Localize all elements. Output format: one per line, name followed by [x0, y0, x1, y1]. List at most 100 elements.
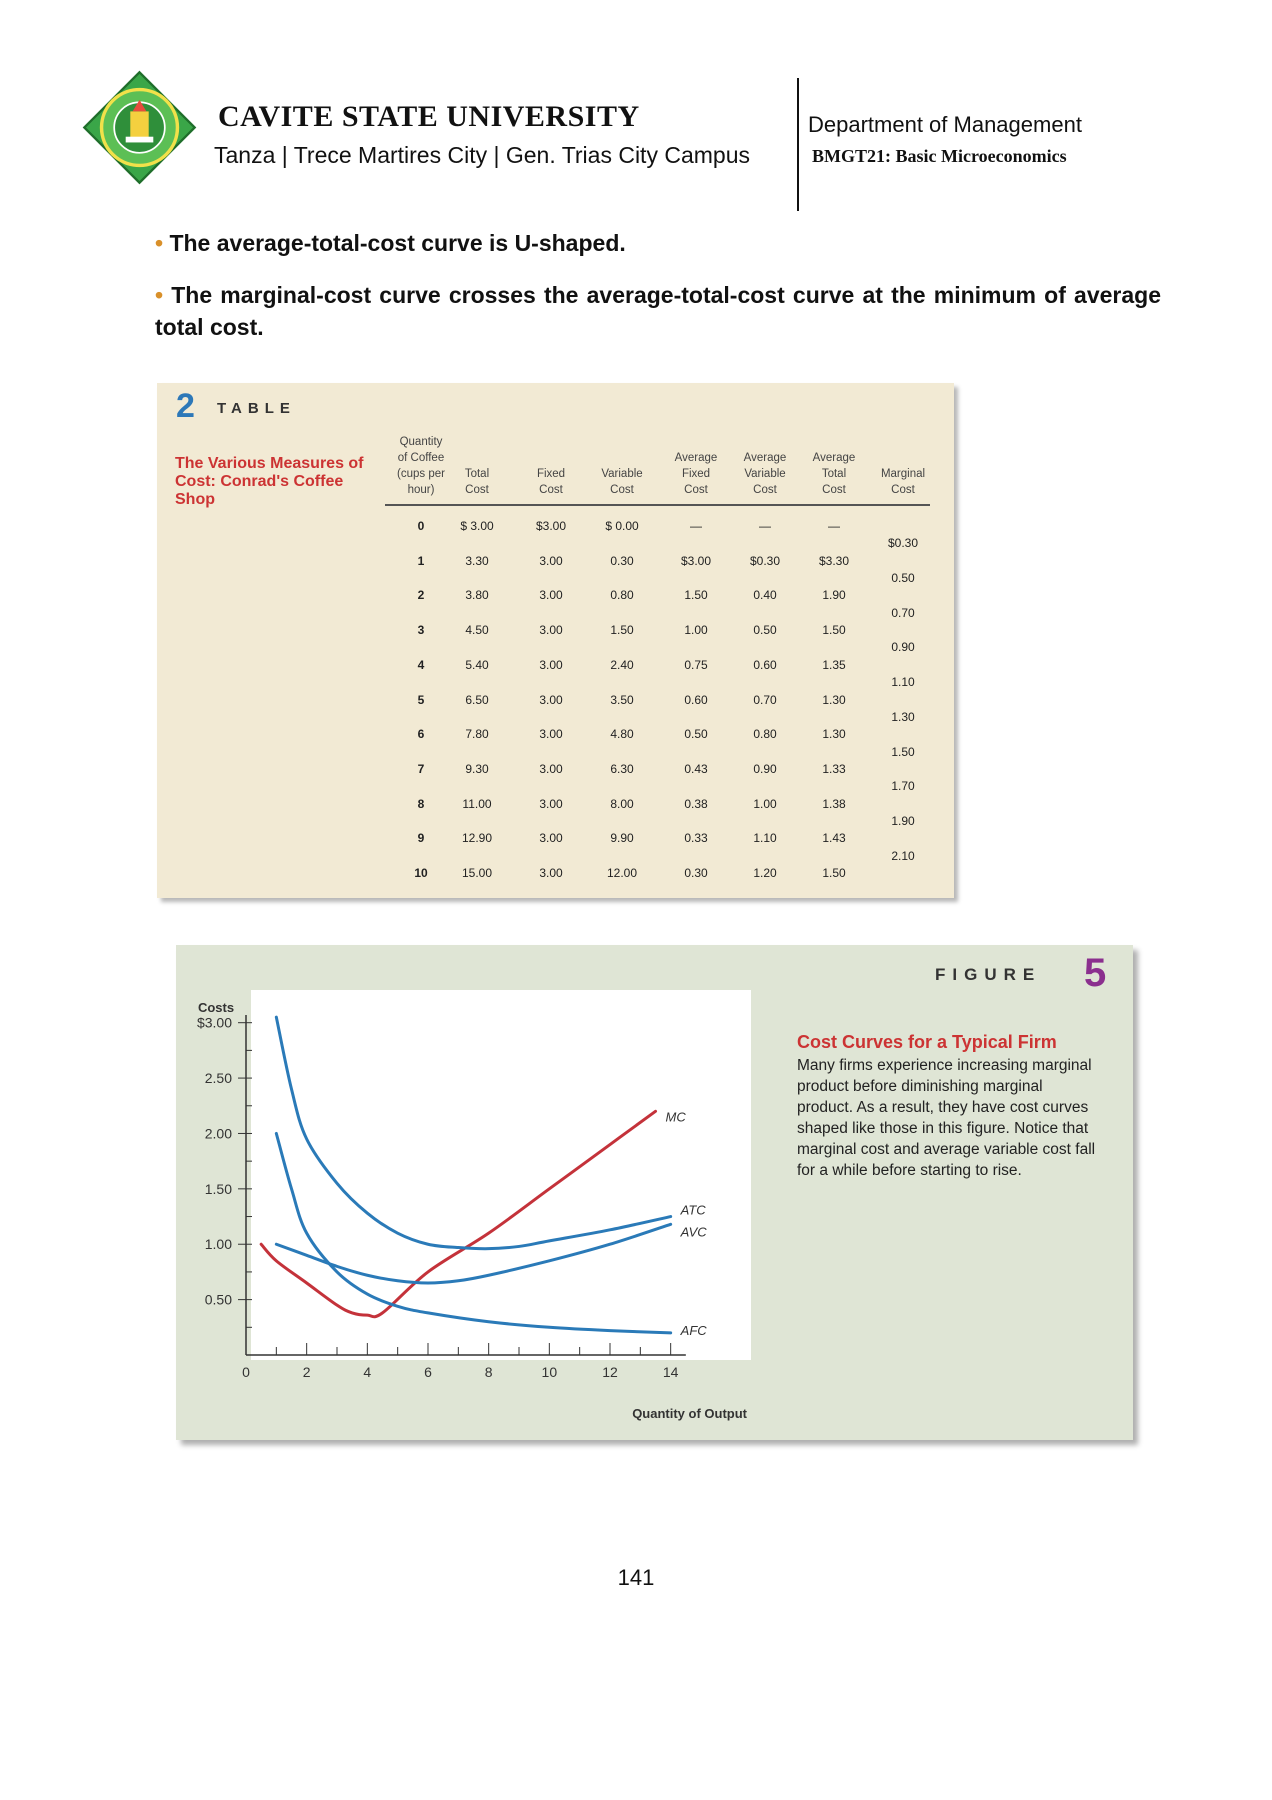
table-cell: 1.35	[822, 657, 846, 672]
table-cell: 4.50	[465, 623, 489, 638]
x-tick-label: 6	[424, 1364, 432, 1380]
table-cell: 0	[417, 519, 425, 533]
table-cell: $0.30	[749, 553, 781, 568]
table-column-header: Fixed Cost	[511, 466, 591, 498]
table-cell: 0.90	[753, 761, 777, 776]
marginal-cost-cell: 0.70	[891, 605, 915, 620]
figure-title: Cost Curves for a Typical Firm	[797, 1032, 1057, 1052]
table-cell: 1.00	[753, 796, 777, 811]
series-label-afc: AFC	[680, 1323, 708, 1338]
table-header-rule	[385, 504, 930, 506]
table-column-header: Variable Cost	[582, 466, 662, 498]
marginal-cost-cell: 1.10	[891, 675, 915, 690]
table-cell: 1.20	[753, 866, 777, 880]
table-cell: —	[828, 519, 840, 533]
y-tick-label: 2.00	[205, 1125, 232, 1141]
university-seal-icon	[82, 70, 197, 185]
table-cell: 6	[417, 727, 425, 742]
y-tick-label: 1.00	[205, 1236, 232, 1252]
table-cell: 9	[417, 831, 425, 846]
header-line: Average	[812, 452, 856, 464]
university-name: CAVITE STATE UNIVERSITY	[218, 100, 640, 133]
header-line: Cost	[610, 484, 634, 496]
table-cell: 0.70	[753, 692, 777, 707]
table-cell: 2	[417, 588, 425, 603]
table-cell: 1.30	[822, 727, 846, 742]
series-line-afc	[274, 1131, 673, 1335]
table-cell: 3.00	[539, 796, 563, 811]
table-cell: 9.90	[610, 831, 634, 846]
table-cell: 15.00	[461, 866, 493, 880]
table-cell: 1.38	[822, 796, 846, 811]
table-cell: 0.38	[684, 796, 708, 811]
table-cell: 10	[414, 866, 428, 880]
table-cell: 9.30	[465, 761, 489, 776]
header-line: (cups per	[397, 468, 445, 480]
header-line: Cost	[539, 484, 563, 496]
table-cell: 1.10	[753, 831, 777, 846]
table-column-header: Average Fixed Cost	[656, 450, 736, 498]
table-cell: $3.00	[680, 553, 712, 568]
table-cell: 3.00	[539, 588, 563, 603]
x-tick-label: 8	[485, 1364, 493, 1380]
table-cell: 1.90	[822, 588, 846, 603]
marginal-cost-cell: 0.90	[891, 640, 915, 655]
y-tick-label: 2.50	[205, 1070, 232, 1086]
table-cell: 3.00	[539, 692, 563, 707]
table-cell: 1.33	[822, 761, 846, 776]
table-cell: 1	[417, 553, 425, 568]
header-line: Cost	[891, 484, 915, 496]
table-column-header: Average Total Cost	[794, 450, 874, 498]
course-name: BMGT21: Basic Microeconomics	[812, 146, 1067, 166]
header-divider	[797, 78, 799, 211]
marginal-cost-cell: 0.50	[891, 571, 915, 586]
table-cell: 1.50	[610, 623, 634, 638]
header-line: Total	[821, 468, 847, 480]
x-tick-label: 2	[303, 1364, 311, 1380]
x-tick-label: 0	[242, 1364, 250, 1380]
header-line: Marginal	[880, 468, 926, 480]
table-cell: 3.80	[465, 588, 489, 603]
table-cell: 3.00	[539, 761, 563, 776]
table-number: 2	[176, 387, 195, 425]
bullet-point: • The marginal-cost curve crosses the av…	[155, 282, 1161, 340]
header-line: Variable	[601, 468, 643, 480]
table-cell: 8.00	[610, 796, 634, 811]
table-column-header: Total Cost	[437, 466, 517, 498]
header-line: Cost	[684, 484, 708, 496]
table-cell: 6.30	[610, 761, 634, 776]
table-column-header: Average Variable Cost	[725, 450, 805, 498]
table-caption: The Various Measures of Cost: Conrad's C…	[175, 455, 364, 508]
series-line-avc	[274, 1222, 673, 1285]
campus-line: Tanza | Trece Martires City | Gen. Trias…	[214, 142, 750, 168]
table-cell: 0.50	[684, 727, 708, 742]
bullet-text: The marginal-cost curve crosses the aver…	[155, 282, 1161, 340]
table-cell: 3.30	[465, 553, 489, 568]
bullet-text: The average-total-cost curve is U-shaped…	[169, 230, 626, 256]
cost-curves-chart: 0 2 4 6 8 10 12 14 $3.00 2.50 2.00 1.50 1.00 0.50 Cost…	[197, 1000, 748, 1421]
table-cell: 3.00	[539, 727, 563, 742]
plot-area	[251, 990, 751, 1360]
x-tick-label: 4	[363, 1364, 371, 1380]
x-tick-label: 10	[542, 1364, 558, 1380]
figure-number: 5	[1084, 951, 1107, 995]
table-cell: 3.00	[539, 831, 563, 846]
table-cell: —	[759, 519, 771, 533]
table-cell: 3.00	[539, 623, 563, 638]
series-line-atc	[274, 1015, 673, 1251]
header-line: Average	[743, 452, 787, 464]
table-cell: 0.43	[684, 761, 708, 776]
table-cell: 3.00	[539, 657, 563, 672]
x-tick-label: 14	[663, 1364, 679, 1380]
table-cell: 0.30	[684, 866, 708, 880]
y-tick-label: 0.50	[205, 1292, 232, 1308]
marginal-cost-cell: $0.30	[887, 536, 919, 551]
header-line: Quantity	[399, 436, 443, 448]
table-cell: 0.60	[753, 657, 777, 672]
table-cell: 0.80	[753, 727, 777, 742]
table-cell: 3.50	[610, 692, 634, 707]
marginal-cost-cell: 1.90	[891, 813, 915, 828]
x-axis-label: Quantity of Output	[632, 1406, 747, 1421]
table-cell: 2.40	[610, 657, 634, 672]
table-cell: $ 0.00	[605, 519, 639, 533]
